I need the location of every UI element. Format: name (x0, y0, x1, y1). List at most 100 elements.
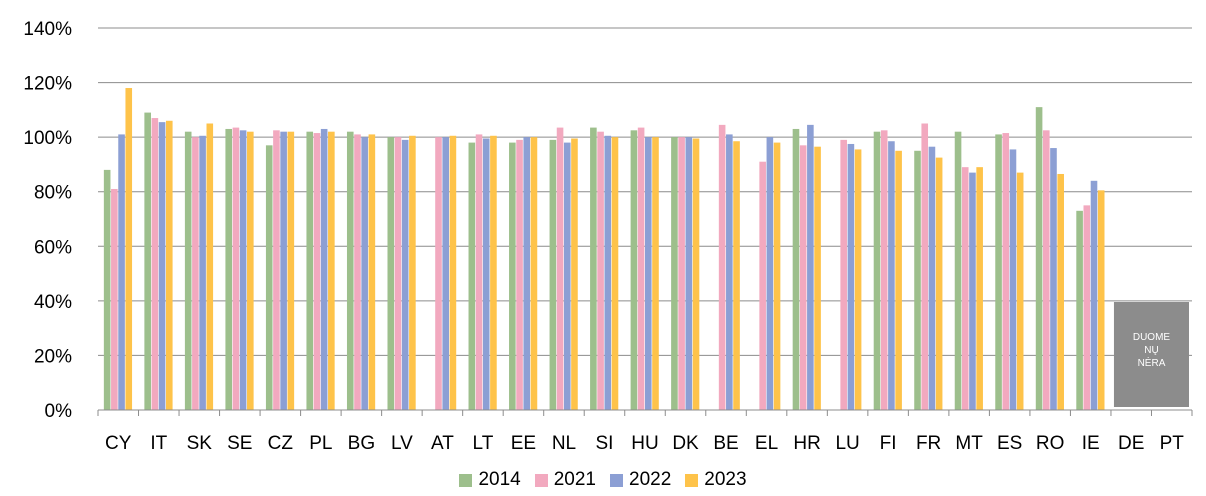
bar-DK-2014 (671, 137, 678, 410)
y-tick-label: 0% (45, 401, 73, 422)
bar-RO-2021 (1042, 130, 1050, 411)
legend-item: 2014 (459, 469, 521, 491)
bar-BG-2022 (361, 137, 368, 410)
bar-SK-2023 (206, 123, 214, 410)
bar-BG-2021 (354, 134, 361, 410)
bar-HU-2021 (637, 127, 645, 410)
bar-LU-2022 (847, 143, 855, 410)
x-category-label: LU (835, 433, 859, 454)
bar-FI-2014 (873, 131, 881, 410)
bar-PL-2022 (320, 128, 328, 410)
bar-FI-2022 (888, 141, 895, 410)
bar-ES-2022 (1009, 149, 1017, 410)
chart-legend: 2014 2021 2022 2023 (0, 466, 1206, 494)
y-tick-label: 40% (34, 292, 72, 313)
bar-SI-2023 (611, 137, 619, 410)
bar-LT-2021 (475, 134, 483, 410)
bar-MT-2021 (961, 167, 969, 410)
bar-ES-2014 (995, 134, 1002, 410)
x-category-label: SK (187, 433, 213, 454)
bar-IE-2022 (1090, 180, 1098, 410)
x-category-label: CY (105, 433, 132, 454)
no-data-box (1113, 302, 1189, 407)
legend-item: 2022 (610, 469, 671, 491)
y-tick-label: 80% (34, 183, 72, 204)
bar-BG-2014 (346, 131, 354, 410)
legend-label: 2023 (704, 469, 747, 490)
bar-RO-2022 (1050, 148, 1057, 411)
legend-label: 2021 (553, 469, 596, 490)
legend-swatch (685, 473, 699, 487)
bar-DK-2023 (692, 138, 700, 410)
bar-IT-2023 (165, 120, 173, 411)
bar-SK-2014 (184, 131, 192, 410)
bar-HU-2022 (645, 137, 652, 410)
bar-EL-2022 (766, 137, 774, 410)
bar-CY-2021 (111, 188, 118, 410)
x-category-label: RO (1036, 433, 1065, 454)
bar-EL-2023 (773, 142, 781, 410)
bar-EE-2014 (509, 142, 516, 410)
x-category-label: HR (793, 433, 820, 454)
legend-item: 2021 (534, 469, 596, 491)
bar-NL-2023 (571, 138, 578, 410)
x-category-label: LT (473, 433, 494, 454)
legend-label: 2022 (629, 469, 672, 490)
bar-LT-2023 (490, 135, 497, 410)
bar-IE-2021 (1083, 205, 1091, 410)
bar-SK-2021 (192, 137, 199, 410)
bar-FI-2021 (880, 130, 888, 411)
bar-BG-2023 (368, 134, 376, 410)
bar-EE-2022 (523, 137, 531, 410)
legend-swatch (610, 473, 623, 487)
x-category-label: DE (1118, 433, 1144, 454)
bar-CY-2022 (118, 134, 125, 410)
bar-BE-2021 (718, 124, 726, 410)
x-category-label: EE (511, 433, 536, 454)
bar-NL-2021 (556, 127, 564, 410)
legend-item: 2023 (685, 469, 747, 491)
bar-SI-2014 (590, 127, 597, 410)
bar-CZ-2023 (287, 131, 295, 410)
bar-CZ-2021 (273, 130, 280, 411)
bar-CY-2023 (125, 88, 133, 411)
bar-AT-2021 (435, 137, 442, 410)
bars (103, 88, 1105, 411)
bar-FR-2021 (921, 123, 929, 410)
x-category-label: DK (672, 433, 699, 454)
bar-AT-2022 (442, 137, 450, 410)
bar-SE-2021 (232, 127, 240, 410)
bar-EL-2021 (759, 161, 766, 410)
bar-HR-2022 (807, 124, 814, 410)
bar-HR-2023 (814, 146, 821, 410)
x-category-label: FR (916, 433, 941, 454)
bar-HU-2014 (630, 130, 638, 411)
x-axis-category-labels: CY IT SK SE CZ PL BG LV AT LT EE NL SI HU DK BE EL HR LU FI… (105, 433, 1184, 454)
bar-NL-2014 (549, 139, 557, 410)
x-category-label: BE (713, 433, 738, 454)
bar-HU-2023 (652, 137, 659, 410)
x-category-label: AT (431, 433, 454, 454)
x-category-label: SI (596, 433, 614, 454)
bar-BE-2022 (726, 134, 733, 410)
bar-EE-2023 (530, 137, 538, 410)
x-category-label: EL (755, 433, 778, 454)
bar-SI-2021 (597, 131, 604, 410)
x-category-label: SE (227, 433, 252, 454)
bar-ES-2021 (1002, 133, 1010, 411)
bar-LT-2022 (482, 138, 490, 410)
y-tick-label: 120% (23, 74, 72, 95)
x-category-label: PL (309, 433, 332, 454)
x-category-label: CZ (268, 433, 294, 454)
bar-NL-2022 (563, 142, 571, 410)
bar-LV-2014 (387, 137, 395, 410)
x-category-label: HU (631, 433, 658, 454)
x-category-label: FI (880, 433, 897, 454)
y-tick-label: 60% (34, 237, 72, 258)
bar-EE-2021 (516, 139, 523, 410)
bar-CZ-2014 (265, 145, 273, 411)
x-category-label: NL (552, 433, 576, 454)
bar-SE-2023 (247, 131, 254, 410)
bar-SI-2022 (604, 135, 612, 410)
